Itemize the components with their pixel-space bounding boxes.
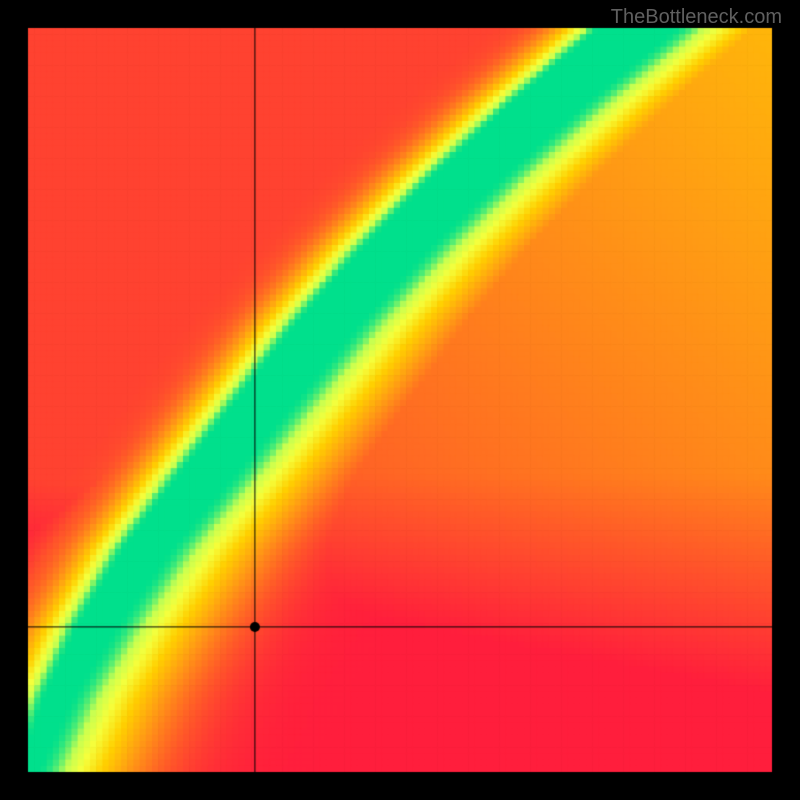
chart-container: TheBottleneck.com <box>0 0 800 800</box>
heatmap-canvas <box>0 0 800 800</box>
watermark-text: TheBottleneck.com <box>611 6 782 29</box>
